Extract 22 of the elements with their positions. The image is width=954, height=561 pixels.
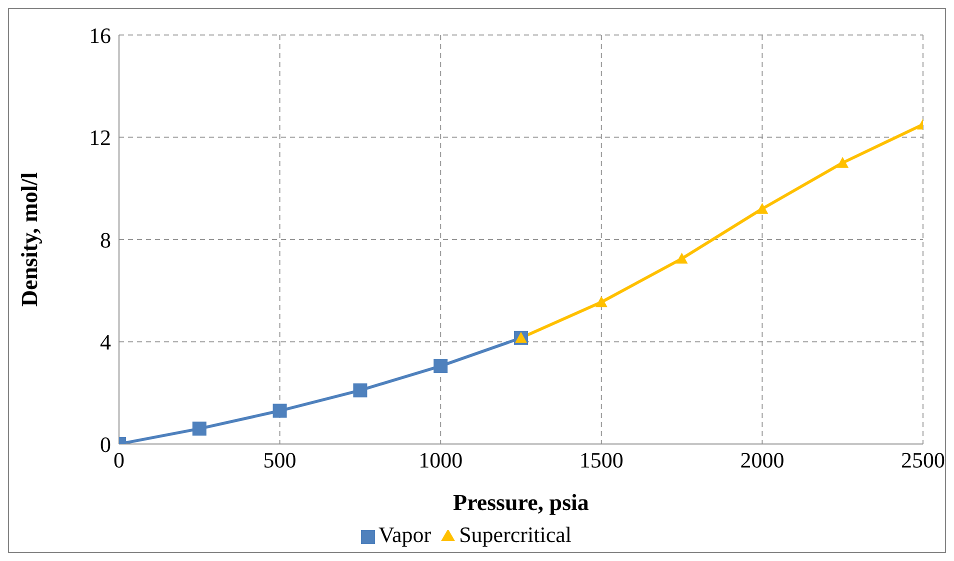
y-axis-title: Density, mol/l	[17, 172, 42, 307]
y-tick-label: 8	[100, 227, 111, 252]
y-tick-label: 16	[89, 22, 111, 48]
y-tick-label: 12	[89, 125, 111, 150]
x-tick-label: 2000	[740, 448, 784, 473]
x-tick-label: 500	[263, 448, 296, 473]
point	[192, 422, 206, 436]
y-tick-label: 0	[100, 432, 111, 457]
point	[434, 359, 448, 374]
point	[595, 296, 608, 308]
x-tick-label: 2500	[901, 448, 945, 473]
point	[756, 202, 768, 214]
x-tick-label: 1000	[418, 448, 463, 473]
x-axis-title: Pressure, psia	[453, 490, 590, 515]
legend-label: Supercritical	[459, 522, 572, 547]
legend-label: Vapor	[378, 522, 432, 547]
x-tick-label: 1500	[579, 448, 624, 473]
point	[676, 252, 688, 264]
y-tick-label: 4	[100, 330, 111, 355]
point	[272, 404, 287, 418]
point	[353, 383, 368, 398]
point	[836, 156, 849, 168]
